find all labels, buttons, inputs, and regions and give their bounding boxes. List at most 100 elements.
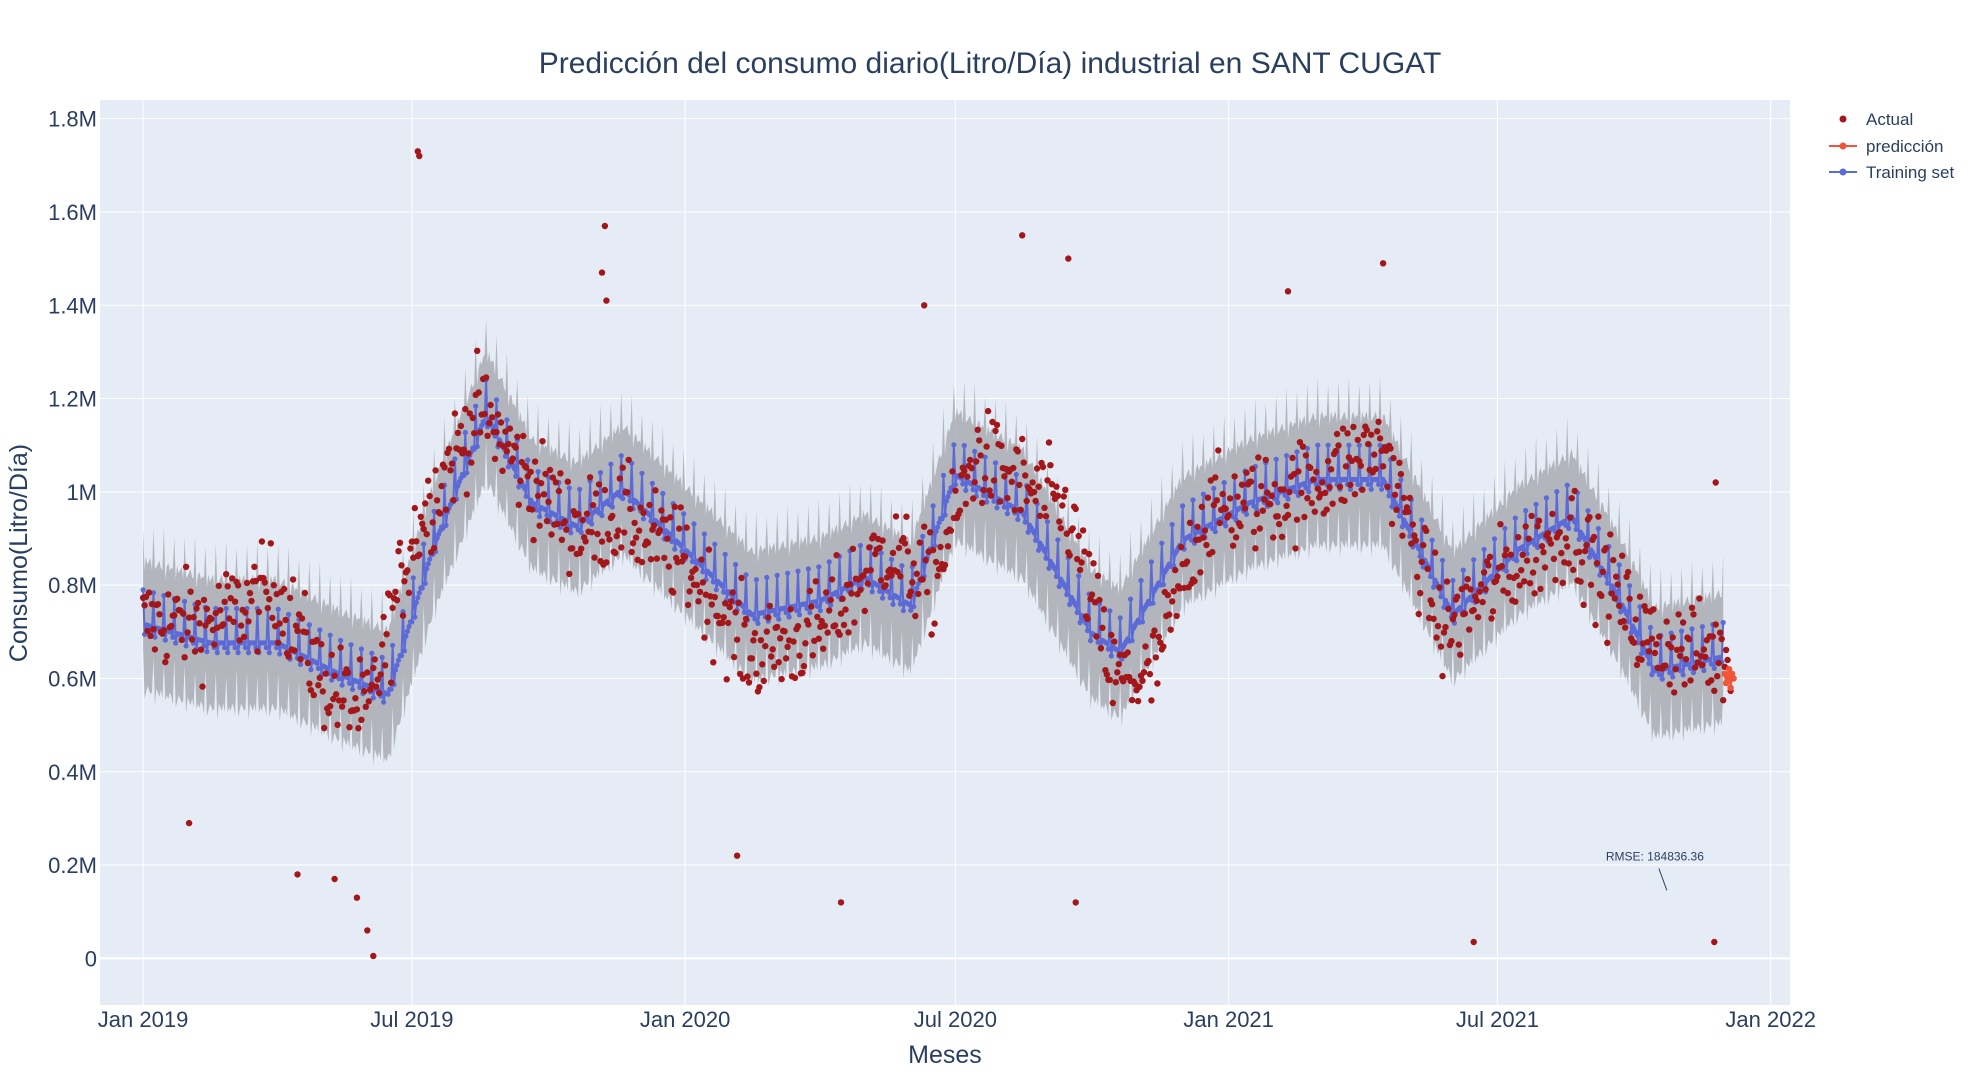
actual-point — [1717, 629, 1724, 636]
actual-point — [1685, 636, 1693, 643]
training-point — [388, 686, 394, 692]
actual-point — [1691, 664, 1699, 671]
training-point — [425, 561, 431, 567]
actual-point — [1575, 548, 1583, 555]
actual-point — [956, 507, 964, 514]
annotations: RMSE: 184836.36 — [1606, 849, 1704, 891]
training-point — [525, 457, 531, 463]
actual-point — [1145, 657, 1152, 665]
actual-point — [860, 572, 867, 579]
actual-point — [1724, 656, 1731, 664]
training-point — [1212, 529, 1218, 535]
actual-point — [552, 479, 560, 486]
actual-point — [1313, 468, 1320, 476]
actual-point — [929, 546, 937, 554]
actual-point — [1577, 578, 1584, 585]
actual-point — [1497, 521, 1504, 528]
actual-point — [364, 669, 371, 676]
actual-point — [1633, 661, 1641, 669]
actual-point — [1326, 484, 1333, 491]
actual-point — [962, 500, 969, 507]
actual-point — [741, 621, 748, 628]
actual-point — [365, 698, 372, 705]
actual-point — [941, 561, 949, 569]
training-point — [1376, 481, 1382, 487]
training-point — [764, 574, 770, 581]
actual-point — [240, 633, 248, 640]
actual-point — [1074, 555, 1081, 563]
actual-point — [1324, 458, 1332, 465]
legend-prediccion-marker — [1839, 142, 1847, 150]
training-point — [1180, 503, 1186, 509]
training-point — [1243, 511, 1250, 517]
actual-point — [321, 724, 328, 732]
actual-point — [889, 549, 897, 557]
actual-point — [1376, 435, 1384, 442]
actual-point — [1136, 683, 1143, 690]
actual-point — [536, 522, 543, 529]
actual-point — [451, 410, 459, 417]
training-point — [773, 612, 779, 618]
training-point — [1129, 638, 1135, 644]
actual-point — [1010, 464, 1017, 472]
training-point — [1055, 537, 1061, 543]
actual-point — [548, 531, 555, 538]
actual-point — [915, 590, 922, 598]
actual-point — [1666, 681, 1673, 688]
actual-point — [1059, 502, 1066, 509]
actual-point — [631, 519, 638, 527]
actual-point — [1271, 481, 1278, 488]
actual-point — [818, 617, 825, 625]
actual-point — [353, 706, 361, 713]
actual-point — [1304, 495, 1311, 502]
actual-point — [1053, 483, 1060, 490]
legend-item-actual[interactable]: Actual — [1839, 110, 1914, 129]
training-point — [1138, 577, 1144, 584]
actual-point — [1379, 260, 1387, 267]
actual-point — [334, 721, 341, 728]
actual-point — [769, 646, 776, 653]
legend-item-training[interactable]: Training set — [1829, 163, 1954, 182]
actual-point — [916, 539, 923, 546]
actual-point — [851, 619, 858, 626]
actual-point — [1021, 472, 1029, 479]
legend[interactable]: Actual predicción Training set — [1829, 110, 1954, 182]
training-point — [1460, 567, 1466, 573]
actual-point — [824, 629, 831, 636]
actual-point — [589, 502, 597, 509]
training-point — [1211, 485, 1217, 491]
training-point — [346, 680, 353, 686]
actual-point — [1420, 542, 1427, 549]
actual-point — [331, 672, 338, 679]
training-point — [1004, 511, 1011, 517]
training-point — [1001, 504, 1008, 510]
actual-point — [1436, 584, 1443, 591]
training-point — [689, 559, 696, 565]
actual-point — [1675, 611, 1682, 618]
confidence-band — [143, 319, 1724, 766]
actual-point — [1351, 491, 1359, 498]
actual-point — [937, 543, 944, 551]
training-point — [505, 464, 511, 470]
training-point — [1356, 442, 1362, 448]
actual-point — [784, 643, 791, 650]
actual-point — [211, 641, 218, 648]
actual-point — [1357, 462, 1365, 469]
actual-point — [156, 611, 163, 618]
actual-point — [678, 558, 686, 565]
actual-point — [487, 401, 494, 409]
actual-point — [637, 504, 644, 511]
legend-item-prediccion[interactable]: predicción — [1829, 137, 1944, 156]
actual-point — [1201, 527, 1209, 534]
training-point — [906, 601, 913, 608]
actual-point — [1238, 481, 1246, 488]
actual-point — [831, 622, 839, 629]
actual-point — [1307, 464, 1314, 471]
actual-point — [952, 487, 959, 494]
actual-point — [1259, 507, 1267, 514]
actual-point — [529, 506, 536, 513]
training-point — [1077, 620, 1083, 626]
training-point — [828, 602, 834, 608]
actual-point — [696, 588, 704, 596]
actual-point — [1042, 513, 1050, 520]
